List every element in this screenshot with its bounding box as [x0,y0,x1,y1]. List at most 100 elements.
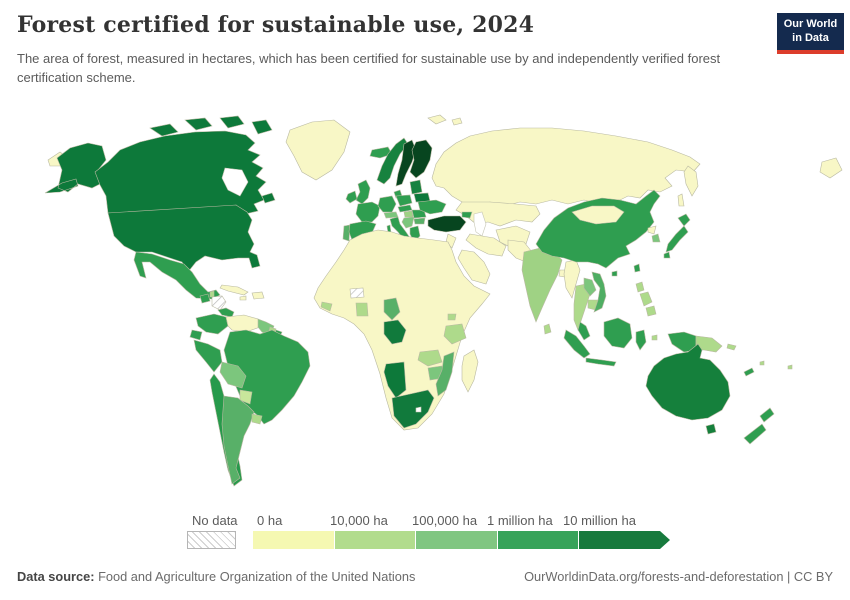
country-vietnam[interactable] [591,271,607,313]
country-ecuador[interactable] [189,329,203,341]
owid-logo-line1: Our World [783,17,838,30]
legend-color-bar[interactable] [253,531,661,549]
country-alps[interactable] [383,211,399,219]
country-balkans[interactable] [401,216,415,229]
legend-tick-2: 100,000 ha [412,513,478,528]
legend-bin-0[interactable] [253,531,335,549]
country-sumatra[interactable] [563,329,591,359]
country-sweden[interactable] [395,139,417,187]
country-svalbard[interactable] [427,114,463,126]
country-tasmania[interactable] [705,423,717,435]
country-vanuatu[interactable] [759,360,765,366]
country-canada[interactable] [94,130,267,215]
country-moluccas[interactable] [651,334,658,341]
country-russia-kamchatka[interactable] [677,165,699,207]
country-tanzania[interactable] [443,323,467,345]
country-turkey[interactable] [427,215,467,233]
country-portugal[interactable] [342,224,351,242]
country-venezuela[interactable] [225,314,261,333]
country-ghana[interactable] [355,302,369,317]
country-ukraine[interactable] [417,199,447,215]
country-iran[interactable] [465,233,507,257]
page-subtitle: The area of forest, measured in hectares… [17,51,721,85]
country-paraguay[interactable] [239,389,253,405]
legend-arrow [660,531,670,549]
country-cuba[interactable] [219,284,249,296]
country-laos[interactable] [583,277,597,297]
country-fiji[interactable] [787,364,793,370]
country-bolivia[interactable] [219,361,247,389]
country-new-caledonia[interactable] [743,367,755,377]
country-taiwan[interactable] [633,263,641,273]
country-mozambique[interactable] [435,351,455,397]
country-iceland[interactable] [369,146,393,159]
country-mongolia[interactable] [571,205,625,225]
country-usa[interactable] [107,204,261,273]
country-solomons[interactable] [726,343,737,351]
legend-bin-1[interactable] [334,531,416,549]
legend-bin-3[interactable] [497,531,579,549]
country-caucasus[interactable] [461,211,473,219]
country-bulgaria[interactable] [413,217,426,225]
page-title: Forest certified for sustainable use, 20… [17,12,535,38]
country-sri-lanka[interactable] [543,323,552,335]
legend-bin-2[interactable] [416,531,498,549]
country-guatemala[interactable] [199,293,211,304]
country-baltics[interactable] [409,179,423,195]
legend-tick-0: 0 ha [257,513,283,528]
legend-tick-3: 1 million ha [487,513,553,528]
country-west-africa-patch[interactable] [349,287,365,299]
country-hungary[interactable] [403,210,414,218]
country-argentina[interactable] [221,395,255,485]
owid-logo[interactable]: Our World in Data [777,13,844,54]
country-colombia[interactable] [195,313,229,335]
country-uganda[interactable] [447,313,457,321]
legend-bin-4[interactable] [579,531,661,549]
country-arabia[interactable] [457,249,491,285]
country-india[interactable] [521,247,563,323]
country-honduras-nicaragua[interactable] [211,295,227,311]
legend-no-data-swatch[interactable] [187,531,236,549]
country-canada-arctic-islands[interactable] [149,115,276,204]
country-cameroon[interactable] [383,297,401,321]
country-uruguay[interactable] [251,413,263,425]
country-ireland[interactable] [345,190,358,204]
country-malaysia[interactable] [577,321,591,341]
footer-link[interactable]: OurWorldinData.org/forests-and-deforesta… [524,569,833,584]
country-madagascar[interactable] [461,349,479,393]
country-united-kingdom[interactable] [355,179,371,205]
country-hispaniola[interactable] [251,291,265,300]
country-australia[interactable] [645,343,731,421]
country-south-korea[interactable] [651,233,661,243]
country-belize[interactable] [209,290,215,298]
country-russia[interactable] [431,127,701,207]
data-source-text: Food and Agriculture Organization of the… [94,569,416,584]
country-sierra-leone-liberia[interactable] [320,301,333,312]
country-borneo[interactable] [603,317,633,349]
legend-tick-1: 10,000 ha [330,513,388,528]
legend-tick-4: 10 million ha [563,513,636,528]
hudson-bay [221,167,249,197]
country-alaska[interactable] [44,142,107,194]
country-jamaica[interactable] [239,295,247,301]
country-peru[interactable] [193,339,223,373]
country-south-africa[interactable] [391,389,435,429]
country-japan[interactable] [663,213,691,259]
country-gabon-congo[interactable] [383,319,407,345]
country-germany[interactable] [377,195,397,213]
country-poland[interactable] [395,194,413,207]
country-china[interactable] [535,189,661,277]
lesotho [415,406,422,413]
country-new-zealand[interactable] [743,407,775,445]
country-france[interactable] [355,201,381,223]
country-north-korea[interactable] [647,225,657,235]
country-sulawesi[interactable] [635,329,647,351]
data-source-note: Data source: Food and Agriculture Organi… [17,569,415,584]
country-russia-wrap-east[interactable] [819,157,843,179]
country-finland[interactable] [409,139,433,179]
country-zambia[interactable] [417,349,443,367]
country-greenland[interactable] [285,119,351,181]
country-costa-rica-panama[interactable] [217,307,235,318]
country-philippines[interactable] [635,281,657,317]
country-java[interactable] [585,357,617,367]
